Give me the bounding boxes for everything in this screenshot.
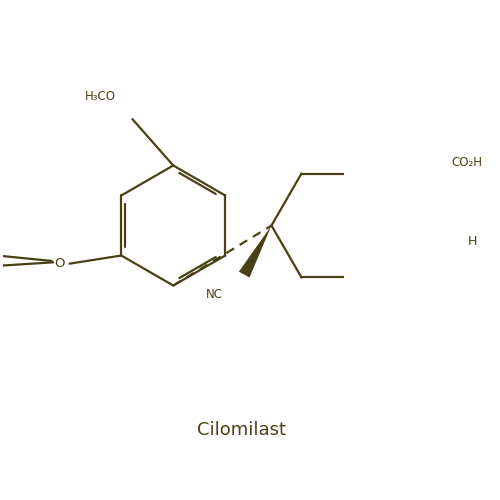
Text: Cilomilast: Cilomilast <box>197 421 286 439</box>
Text: H: H <box>468 236 477 248</box>
Text: CO₂H: CO₂H <box>452 156 482 170</box>
Text: O: O <box>54 257 65 270</box>
Text: H₃CO: H₃CO <box>85 90 116 102</box>
Polygon shape <box>239 226 272 278</box>
Polygon shape <box>392 168 430 226</box>
Text: NC: NC <box>206 288 222 301</box>
